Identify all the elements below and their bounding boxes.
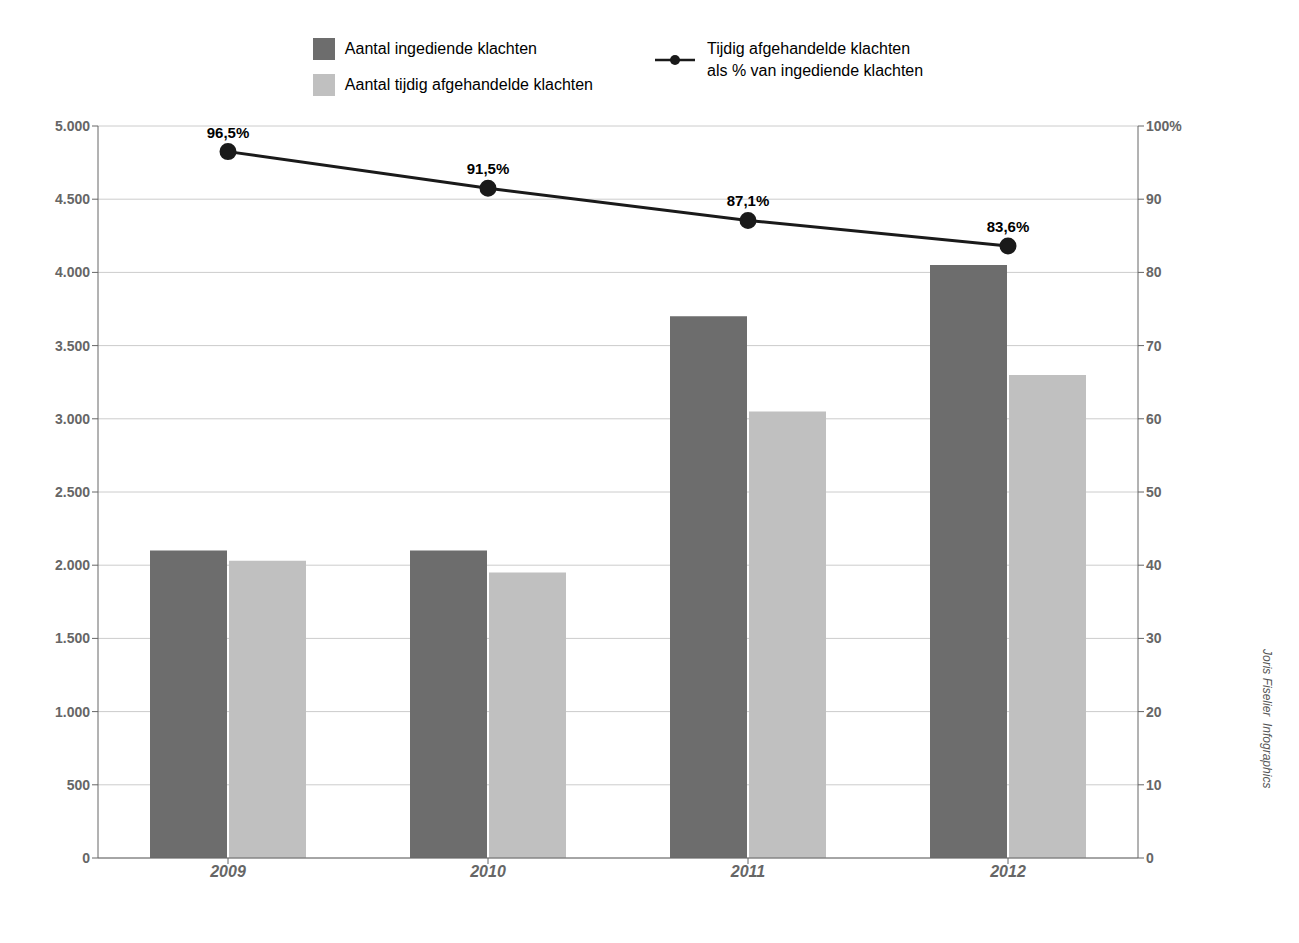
svg-text:3.500: 3.500 <box>55 338 90 354</box>
html-text:Aantal tijdig afgehandelde kla: Aantal tijdig afgehandelde klachten <box>344 76 593 93</box>
svg-text:1.500: 1.500 <box>55 630 90 646</box>
svg-text:1.000: 1.000 <box>55 704 90 720</box>
svg-text:90: 90 <box>1146 191 1162 207</box>
svg-text:91,5%: 91,5% <box>467 160 510 177</box>
html-text:Aantal ingediende klachten: Aantal ingediende klachten <box>344 40 537 57</box>
html-text:Tijdig afgehandelde klachten a: Tijdig afgehandelde klachten als % van i… <box>707 40 924 80</box>
svg-text:20: 20 <box>1146 704 1162 720</box>
svg-text:100%: 100% <box>1146 118 1182 134</box>
svg-text:30: 30 <box>1146 630 1162 646</box>
svg-text:83,6%: 83,6% <box>987 218 1030 235</box>
svg-text:2012: 2012 <box>989 863 1026 880</box>
svg-text:40: 40 <box>1146 557 1162 573</box>
svg-text:4.500: 4.500 <box>55 191 90 207</box>
svg-text:0: 0 <box>1146 850 1154 866</box>
svg-text:5.000: 5.000 <box>55 118 90 134</box>
svg-text:80: 80 <box>1146 264 1162 280</box>
svg-text:10: 10 <box>1146 777 1162 793</box>
svg-text:70: 70 <box>1146 338 1162 354</box>
svg-text:2.000: 2.000 <box>55 557 90 573</box>
svg-text:3.000: 3.000 <box>55 411 90 427</box>
svg-text:0: 0 <box>82 850 90 866</box>
svg-text:4.000: 4.000 <box>55 264 90 280</box>
svg-text:50: 50 <box>1146 484 1162 500</box>
svg-text:2011: 2011 <box>730 863 766 880</box>
svg-text:87,1%: 87,1% <box>727 192 770 209</box>
svg-text:2009: 2009 <box>209 863 246 880</box>
svg-text:2.500: 2.500 <box>55 484 90 500</box>
svg-text:500: 500 <box>67 777 91 793</box>
html-text:Joris Fiselier Infographics: Joris Fiselier Infographics <box>1260 648 1274 788</box>
svg-text:2010: 2010 <box>469 863 506 880</box>
svg-text:96,5%: 96,5% <box>207 124 250 141</box>
svg-text:60: 60 <box>1146 411 1162 427</box>
